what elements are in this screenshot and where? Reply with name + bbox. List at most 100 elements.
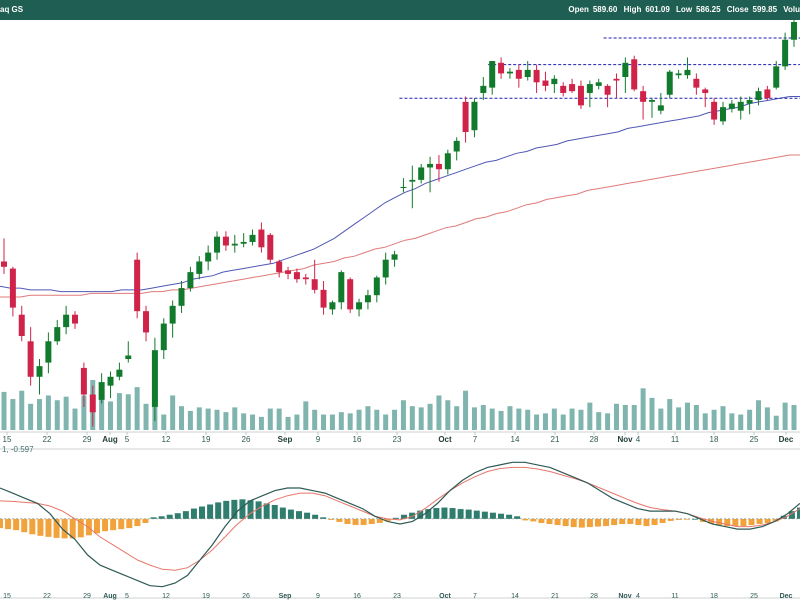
candle-body [577, 85, 584, 106]
candle-body [551, 78, 558, 85]
volume-bar [179, 406, 185, 430]
volume-bar [605, 413, 611, 430]
macd-histogram-bar [360, 518, 367, 526]
candle-body [684, 69, 691, 76]
candle-body [107, 376, 114, 386]
candle-body [640, 91, 647, 102]
volume-bar [525, 409, 531, 430]
macd-histogram-bar [77, 518, 84, 538]
low-label: Low [676, 5, 693, 14]
macd-histogram-bar [344, 518, 351, 524]
candle-body [728, 103, 735, 109]
candle-body [249, 234, 256, 242]
macd-histogram-bar [102, 518, 109, 532]
macd-x-tick-label: 14 [511, 593, 519, 600]
macd-x-tick-label: 25 [750, 593, 758, 600]
candle-body [533, 69, 540, 83]
macd-x-tick-label: 22 [43, 593, 51, 600]
volume-bar [1, 391, 7, 430]
volume-bar [63, 396, 69, 430]
candle-body [409, 179, 416, 182]
macd-histogram-bar [29, 518, 36, 535]
x-tick-label: 16 [353, 435, 362, 444]
macd-histogram-bar [279, 507, 286, 519]
macd-x-tick-label: 4 [636, 593, 640, 600]
macd-histogram-bar [37, 518, 44, 536]
volume-bar [205, 408, 211, 430]
macd-histogram-bar [691, 518, 698, 520]
macd-histogram-bar [368, 518, 375, 524]
candle-body [657, 105, 664, 111]
macd-histogram-bar [336, 518, 343, 522]
macd-histogram-bar [570, 518, 577, 528]
macd-histogram-bar [401, 514, 408, 519]
macd-histogram-bar [659, 518, 666, 523]
macd-histogram-bar [223, 500, 230, 519]
volume-bar [45, 395, 51, 430]
x-tick-label: 22 [43, 435, 52, 444]
volume-bar [223, 412, 229, 430]
volume-bar [631, 405, 637, 430]
macd-x-tick-label: 9 [316, 593, 320, 600]
macd-histogram-bar [764, 518, 771, 523]
macd-histogram-bar [740, 518, 747, 527]
volume-bar [640, 388, 646, 430]
macd-histogram-bar [287, 509, 294, 519]
volume-bar [773, 415, 779, 430]
macd-x-tick-label: Dec [780, 593, 793, 600]
macd-x-tick-label: 18 [710, 593, 718, 600]
volume-bar [649, 397, 655, 430]
volume-bar [693, 405, 699, 430]
volume-bar [587, 402, 593, 430]
macd-histogram-bar [142, 518, 149, 523]
volume-bar [676, 407, 682, 430]
volume-bar [516, 408, 522, 430]
macd-histogram-bar [465, 509, 472, 519]
macd-x-tick-label: 16 [353, 593, 361, 600]
x-tick-label: 5 [125, 435, 130, 444]
close-label: Close [726, 5, 749, 14]
candle-body [214, 236, 221, 253]
macd-x-tick-label: 29 [83, 593, 91, 600]
macd-histogram-bar [215, 502, 222, 519]
candle-body [471, 101, 478, 131]
macd-line [0, 461, 800, 588]
macd-histogram-bar [732, 518, 739, 527]
candle-body [453, 140, 460, 152]
macd-histogram-bar [627, 518, 634, 524]
macd-histogram-bar [635, 518, 642, 526]
candle-body [45, 341, 52, 363]
macd-histogram-bar [13, 518, 20, 531]
candle-body [719, 107, 726, 122]
candle-body [586, 84, 593, 93]
price-panel: 15 22 29 Aug 5 12 19 26 Sep 9 16 23 Oct 7 14 21 28 Nov 4 11… [0, 20, 800, 444]
candle-body [151, 350, 158, 407]
candle-body [782, 39, 789, 67]
candle-body [196, 261, 203, 274]
macd-histogram-bar [271, 504, 278, 519]
volume-bar [596, 412, 602, 430]
candle-body [462, 101, 469, 132]
candle-body [27, 341, 34, 377]
candle-body [302, 277, 309, 280]
volume-bar [392, 409, 398, 430]
volume-bar [622, 405, 628, 430]
macd-histogram-bar [457, 509, 464, 519]
volume-bar [409, 406, 415, 430]
macd-x-tick-label: 5 [125, 593, 129, 600]
macd-histogram-bar [748, 518, 755, 526]
volume-bar [418, 407, 424, 430]
candle-body [276, 261, 283, 273]
low-value: 586.25 [696, 5, 721, 14]
candle-body [604, 85, 611, 95]
x-tick-label: 21 [551, 435, 560, 444]
macd-histogram-bar [150, 517, 157, 519]
candle-body [356, 302, 363, 310]
macd-histogram-bar [376, 518, 383, 523]
macd-histogram-bar [594, 518, 601, 527]
volume-bar [667, 399, 673, 430]
volume-bar [729, 413, 735, 430]
volume-bar [329, 414, 335, 430]
macd-histogram-bar [489, 512, 496, 519]
macd-histogram-bar [85, 518, 92, 536]
